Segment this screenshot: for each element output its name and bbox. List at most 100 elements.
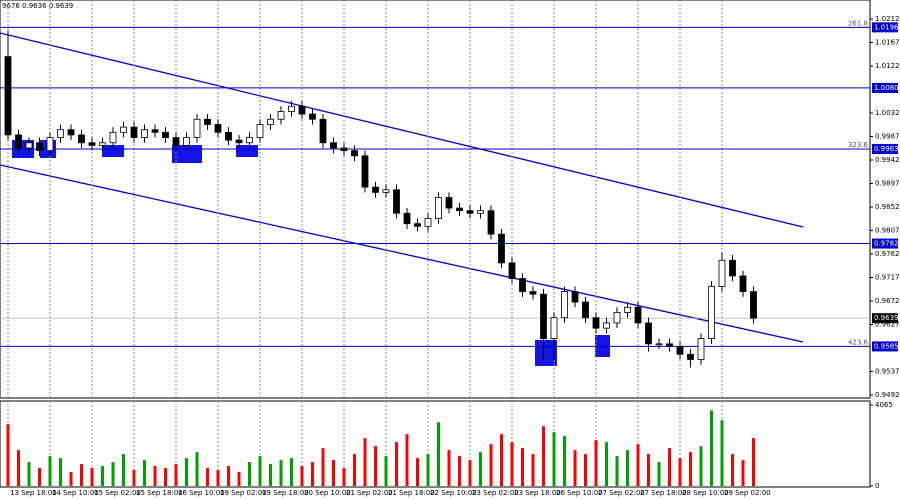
price-pane (0, 0, 871, 399)
volume-bar (269, 464, 272, 486)
x-tick-label: 23 Sep 02:00 (472, 489, 519, 497)
candle-body (508, 262, 516, 279)
level-label-box (872, 22, 898, 33)
volume-bar (521, 448, 524, 486)
y-tick-label: 1.0212 (875, 15, 900, 23)
volume-bar (90, 468, 94, 486)
volume-bar (489, 444, 493, 486)
candle-body (340, 147, 348, 152)
candle-body (309, 113, 316, 120)
candle-body (235, 139, 243, 144)
candle-body (697, 338, 705, 360)
candle-body (708, 285, 715, 339)
candle-body (613, 312, 621, 324)
volume-bar (395, 442, 398, 486)
volume-bar (615, 456, 619, 486)
volume-bar (6, 424, 10, 486)
candle-body (571, 291, 579, 303)
volume-bar (573, 450, 577, 486)
volume-bar (647, 454, 650, 486)
x-tick-label: 29 Sep 02:00 (724, 489, 771, 497)
volume-bar (636, 444, 640, 486)
candle-body (193, 118, 201, 138)
candle-body (361, 155, 369, 188)
volume-bar (248, 462, 251, 486)
volume-bar (657, 462, 661, 486)
candle-body (319, 118, 327, 144)
volume-bar (363, 438, 367, 486)
candle-body (519, 278, 526, 292)
volume-bar (542, 426, 545, 486)
candle-body (634, 306, 642, 324)
candle-body (351, 150, 358, 157)
candle-body (288, 105, 295, 112)
candle-body (592, 317, 600, 329)
x-tick-label: 21 Sep 18:00 (388, 489, 435, 497)
candle-body (372, 186, 379, 193)
volume-bar (500, 434, 503, 486)
x-tick-label: 22 Sep 10:00 (430, 489, 477, 497)
volume-bar (468, 460, 472, 486)
volume-bar (321, 448, 325, 486)
level-label-box (872, 144, 898, 155)
candle-body (487, 210, 495, 235)
candle-body (57, 129, 64, 138)
channel-lower (0, 164, 804, 343)
current-price-label: 0.9639 (874, 314, 899, 322)
candle-body (529, 291, 537, 295)
candle-body (456, 207, 463, 212)
volume-bar (531, 454, 535, 486)
y-tick-label: 0.9852 (875, 203, 900, 211)
fib-label: 323.6 (848, 141, 869, 149)
volume-bar (174, 464, 178, 486)
candle-body (4, 56, 12, 136)
candle-body (424, 218, 432, 227)
y-tick-label: 0.9627 (875, 321, 900, 329)
volume-bar (311, 462, 314, 486)
candle-body (109, 131, 117, 144)
volume-bar (594, 440, 598, 486)
candle-body (88, 142, 96, 146)
y-tick-label: 0.9987 (875, 133, 900, 141)
zone (236, 145, 258, 157)
candle-body (162, 131, 169, 138)
volume-bar (132, 470, 136, 486)
candle-body (277, 111, 285, 120)
x-tick-label: 14 Sep 10:00 (52, 489, 99, 497)
y-tick-label: 0.9717 (875, 274, 900, 282)
volume-bar (384, 456, 388, 486)
level-label-box (872, 341, 898, 352)
volume-bar (69, 472, 73, 486)
y-tick-label: 0.9762 (875, 250, 900, 258)
volume-bar (668, 448, 671, 486)
candle-body (120, 126, 127, 133)
candle-body (750, 291, 757, 319)
y-tick-label: 0.9537 (875, 368, 900, 376)
y-tick-label: 1.0122 (875, 62, 900, 70)
volume-bar (447, 450, 451, 486)
volume-bar (626, 450, 629, 486)
candle-body (67, 129, 75, 136)
x-tick-label: 27 Sep 18:00 (640, 489, 687, 497)
x-tick-label: 13 Sep 18:00 (10, 489, 57, 497)
candle-body (666, 343, 673, 347)
candle-body (466, 210, 474, 214)
x-tick-label: 19 Sep 18:00 (262, 489, 309, 497)
level-label: 0.9782 (874, 240, 899, 248)
level-label-box (872, 82, 898, 93)
fib-label: 261.8 (848, 19, 868, 27)
volume-bar (227, 466, 230, 486)
candle-body (445, 197, 453, 209)
candle-body (729, 259, 736, 277)
volume-bar (458, 456, 461, 486)
volume-bar (101, 466, 104, 486)
candle-body (214, 124, 222, 133)
x-tick-label: 21 Sep 02:00 (346, 489, 393, 497)
volume-bar (300, 466, 304, 486)
level-label-box (872, 238, 898, 249)
candle-body (141, 129, 148, 138)
y-tick-label: 0.9942 (875, 156, 900, 164)
volume-bar (258, 456, 262, 486)
candle-body (435, 197, 442, 219)
fib-label: 423.6 (848, 338, 869, 346)
